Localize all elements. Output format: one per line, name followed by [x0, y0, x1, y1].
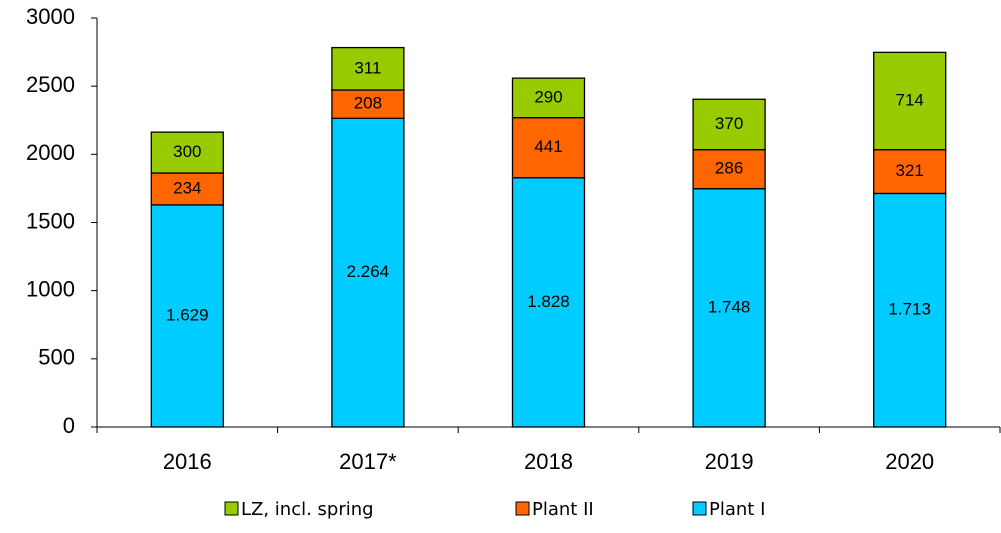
legend-swatch [692, 501, 707, 516]
bar-segment [692, 98, 766, 151]
bar-segment [331, 46, 405, 91]
y-tick-label: 3000 [26, 4, 75, 29]
x-tick-label: 2020 [885, 449, 934, 474]
legend-label: Plant II [532, 499, 594, 520]
bar-segment [511, 77, 586, 119]
x-tick-label: 2017* [339, 449, 397, 474]
data-label: 1.748 [708, 297, 751, 316]
y-tick-label: 0 [63, 413, 75, 438]
data-label: 208 [354, 94, 382, 113]
x-tick-label: 2018 [524, 449, 573, 474]
bar-segment [150, 131, 224, 174]
bar-segment [331, 89, 405, 119]
data-label: 714 [896, 91, 924, 110]
data-label: 234 [173, 178, 201, 197]
legend-swatch [224, 501, 239, 516]
y-tick-label: 2000 [26, 140, 75, 165]
data-label: 300 [173, 142, 201, 161]
bar-segment [331, 117, 405, 428]
data-label: 370 [715, 114, 743, 133]
bar-segment [511, 117, 586, 179]
bar-segment [873, 192, 947, 428]
data-label: 290 [534, 87, 562, 106]
bar-segment [873, 51, 947, 151]
data-label: 1.713 [888, 300, 931, 319]
data-label: 311 [354, 58, 381, 77]
bar-segment [873, 149, 947, 195]
data-label: 321 [896, 161, 924, 180]
bar-segment [692, 149, 766, 190]
legend-swatch [515, 501, 530, 516]
y-tick-label: 500 [38, 345, 75, 370]
legend-label: LZ, incl. spring [241, 499, 374, 520]
data-label: 1.828 [527, 292, 570, 311]
legend-label: Plant I [709, 499, 765, 520]
data-label: 2.264 [347, 262, 390, 281]
data-label: 1.629 [166, 305, 209, 324]
x-tick-label: 2019 [705, 449, 754, 474]
y-tick-label: 2500 [26, 72, 75, 97]
bar-segment [150, 204, 224, 428]
data-label: 441 [534, 137, 562, 156]
bar-segment [692, 188, 766, 428]
y-tick-label: 1000 [26, 276, 75, 301]
x-tick-label: 2016 [163, 449, 212, 474]
data-label: 286 [715, 159, 743, 178]
y-tick-label: 1500 [26, 208, 75, 233]
